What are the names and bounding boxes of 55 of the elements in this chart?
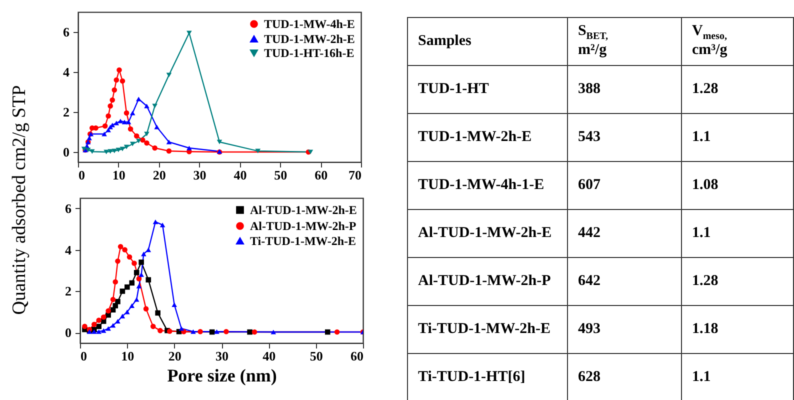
x-tick-label: 50 bbox=[310, 348, 323, 364]
text: 1.1 bbox=[681, 114, 794, 162]
y-tick-label: 0 bbox=[63, 144, 70, 160]
text: Al-TUD-1-MW-2h-E bbox=[408, 210, 568, 258]
text: 642 bbox=[567, 258, 682, 306]
x-tick-label: 30 bbox=[193, 168, 206, 182]
text: 1.1 bbox=[681, 210, 794, 258]
y-tick-label: 0 bbox=[65, 325, 72, 340]
x-tick-label: 30 bbox=[216, 348, 228, 364]
x-tick-label: 0 bbox=[80, 348, 87, 364]
text: Samples bbox=[408, 18, 568, 66]
y-tick-label: 4 bbox=[63, 64, 70, 80]
y-tick-label: 4 bbox=[65, 242, 72, 258]
x-tick-label: 20 bbox=[168, 348, 182, 364]
x-tick-label: 10 bbox=[121, 348, 134, 364]
text: S$_{BET,}$ m²/g bbox=[567, 18, 682, 66]
text: 607 bbox=[567, 162, 682, 210]
x-tick-label: 10 bbox=[112, 168, 126, 182]
text: Ti-TUD-1-HT[6] bbox=[408, 354, 568, 400]
text: 1.18 bbox=[681, 306, 794, 354]
legend-label: TUD-1-MW-2h-E bbox=[264, 32, 355, 46]
x-tick-label: 70 bbox=[348, 168, 362, 182]
text: V$_{meso,}$ cm³/g bbox=[681, 18, 794, 66]
legend-label: TUD-1-MW-4h-E bbox=[264, 17, 355, 31]
text: 493 bbox=[567, 306, 682, 354]
legend-label: Ti-TUD-1-MW-2h-E bbox=[250, 234, 356, 248]
legend-label: TUD-1-HT-16h-E bbox=[264, 46, 354, 60]
text: TUD-1-MW-2h-E bbox=[408, 114, 568, 162]
text: Ti-TUD-1-MW-2h-E bbox=[408, 306, 568, 354]
y-tick-label: 2 bbox=[65, 284, 72, 299]
x-tick-label: 0 bbox=[78, 168, 85, 182]
x-axis-title: Pore size (nm) bbox=[167, 366, 277, 386]
x-tick-label: 60 bbox=[350, 348, 364, 364]
text: 388 bbox=[567, 66, 682, 114]
y-tick-label: 6 bbox=[65, 200, 72, 216]
x-tick-label: 40 bbox=[262, 348, 276, 364]
text: 628 bbox=[567, 354, 682, 400]
legend-label: Al-TUD-1-MW-2h-P bbox=[250, 219, 356, 233]
text: 442 bbox=[567, 210, 682, 258]
y-tick-label: 6 bbox=[63, 24, 70, 40]
y-tick-label: 2 bbox=[63, 104, 70, 120]
text: 543 bbox=[567, 114, 682, 162]
x-tick-label: 20 bbox=[152, 168, 166, 182]
legend-label: Al-TUD-1-MW-2h-E bbox=[250, 203, 357, 217]
text: 1.28 bbox=[681, 258, 794, 306]
text: 1.08 bbox=[681, 162, 794, 210]
text: Al-TUD-1-MW-2h-P bbox=[408, 258, 568, 306]
x-tick-label: 60 bbox=[314, 168, 328, 182]
text: TUD-1-MW-4h-1-E bbox=[408, 162, 568, 210]
x-tick-label: 50 bbox=[274, 168, 288, 182]
x-tick-label: 40 bbox=[234, 168, 247, 182]
text: 1.28 bbox=[681, 66, 794, 114]
text: TUD-1-HT bbox=[408, 66, 568, 114]
text: 1.1 bbox=[681, 354, 794, 400]
y-axis-title: Quantity adsorbed cm2/g STP bbox=[9, 85, 31, 315]
